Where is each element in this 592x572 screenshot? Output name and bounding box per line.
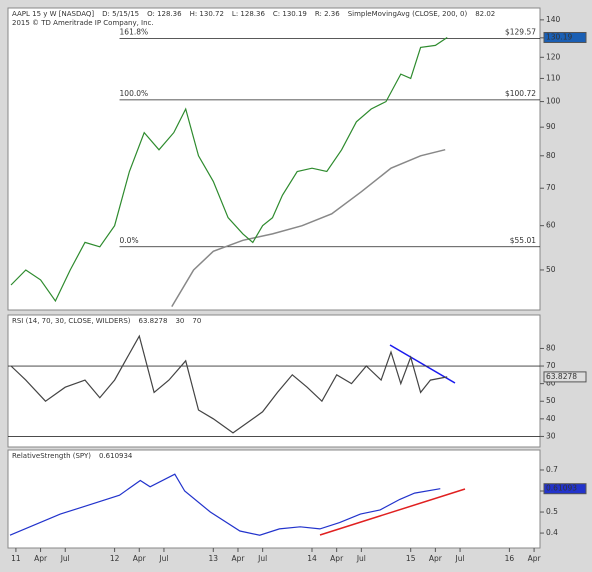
y-tick-label: 110 (546, 73, 561, 82)
x-tick-label: Apr (34, 554, 48, 563)
y-tick-label: 80 (546, 343, 556, 352)
x-tick-label: Jul (158, 554, 168, 563)
rs-trendline (319, 488, 466, 536)
y-tick-label: 60 (546, 221, 556, 230)
header-text: 82.02 (475, 10, 495, 18)
last-value-label: 0.61093 (546, 484, 577, 493)
y-tick-label: 0.5 (546, 507, 558, 516)
last-value-box (543, 483, 587, 495)
y-tick-label: 40 (546, 414, 556, 423)
header-text: 70 (192, 317, 201, 325)
header-text: 63.8278 (139, 317, 168, 325)
x-tick-label: Jul (356, 554, 366, 563)
rsi-trendline (389, 344, 456, 384)
y-tick-label: 70 (546, 361, 556, 370)
header-text: D: 5/15/15 (102, 10, 139, 18)
series-line (9, 473, 441, 536)
y-tick-label: 60 (546, 379, 556, 388)
header-text: SimpleMovingAvg (CLOSE, 200, 0) (348, 10, 468, 18)
rsi-panel (7, 314, 541, 448)
y-tick-label: 80 (546, 151, 556, 160)
header-text: 30 (175, 317, 184, 325)
header-text: R: 2.36 (315, 10, 340, 18)
x-tick-label: 14 (307, 554, 317, 563)
x-tick-label: Apr (133, 554, 147, 563)
last-value-label: 130.19 (546, 32, 572, 41)
last-value-box (543, 371, 587, 383)
y-tick-label: 70 (546, 183, 556, 192)
y-tick-label: 0.4 (546, 528, 558, 537)
x-tick-label: 16 (505, 554, 515, 563)
series-line (10, 334, 448, 434)
x-tick-label: 13 (209, 554, 219, 563)
header-text: H: 130.72 (190, 10, 224, 18)
header-text: C: 130.19 (273, 10, 307, 18)
x-tick-label: Jul (455, 554, 465, 563)
y-tick-label: 100 (546, 97, 561, 106)
fib-label: 0.0% (120, 236, 139, 245)
header-text: 0.610934 (99, 452, 133, 460)
y-tick-label: 50 (546, 265, 556, 274)
fib-label: 100.0% (120, 89, 149, 98)
y-tick-label: 120 (546, 52, 561, 61)
last-value-box (543, 31, 587, 43)
x-tick-label: Apr (429, 554, 443, 563)
x-tick-label: Apr (330, 554, 344, 563)
x-tick-label: Jul (60, 554, 70, 563)
y-tick-label: 30 (546, 431, 556, 440)
fib-label: 161.8% (120, 28, 149, 37)
y-tick-label: 90 (546, 122, 556, 131)
fib-value-label: $55.01 (510, 236, 536, 245)
header-text: L: 128.36 (232, 10, 266, 18)
copyright: 2015 © TD Ameritrade IP Company, Inc. (12, 19, 154, 27)
header-text: RSI (14, 70, 30, CLOSE, WILDERS) (12, 317, 131, 325)
fib-value-label: $129.57 (505, 28, 536, 37)
y-tick-label: 0.7 (546, 465, 558, 474)
fib-value-label: $100.72 (505, 89, 536, 98)
x-tick-label: 12 (110, 554, 120, 563)
sma-line (171, 148, 446, 307)
y-tick-label: 50 (546, 396, 556, 405)
series-line (10, 37, 448, 303)
x-tick-label: 15 (406, 554, 416, 563)
x-tick-label: Apr (231, 554, 245, 563)
x-tick-label: Apr (528, 554, 542, 563)
y-tick-label: 140 (546, 15, 561, 24)
header-text: AAPL 15 y W [NASDAQ] (12, 10, 94, 18)
header-text: O: 128.36 (147, 10, 182, 18)
last-value-label: 63.8278 (546, 372, 577, 381)
x-tick-label: 11 (11, 554, 21, 563)
price-panel (7, 7, 541, 311)
rs-panel (7, 449, 541, 549)
x-tick-label: Jul (257, 554, 267, 563)
header-text: RelativeStrength (SPY) (12, 452, 91, 460)
